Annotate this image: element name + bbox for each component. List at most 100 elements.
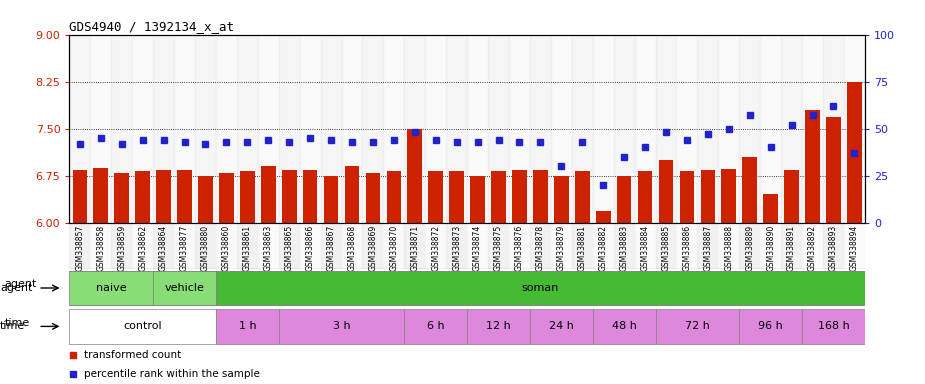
Text: GSM338891: GSM338891 xyxy=(787,225,796,271)
Bar xyxy=(132,223,154,269)
Bar xyxy=(680,170,695,223)
Text: GSM338878: GSM338878 xyxy=(536,225,545,271)
Bar xyxy=(554,176,569,223)
Text: GSM338871: GSM338871 xyxy=(411,225,419,271)
Text: GSM338880: GSM338880 xyxy=(201,225,210,271)
Bar xyxy=(383,35,404,223)
Bar xyxy=(802,309,865,344)
Bar xyxy=(637,171,652,223)
Bar xyxy=(697,35,719,223)
Text: GSM338873: GSM338873 xyxy=(452,225,462,271)
Bar xyxy=(115,172,129,223)
Bar xyxy=(69,223,91,269)
Bar xyxy=(446,35,467,223)
Text: GSM338861: GSM338861 xyxy=(243,225,252,271)
Bar xyxy=(300,35,321,223)
Bar xyxy=(404,223,426,269)
Text: 168 h: 168 h xyxy=(818,321,849,331)
Bar xyxy=(156,170,171,223)
Text: GSM338870: GSM338870 xyxy=(389,225,399,271)
Bar xyxy=(154,271,216,305)
Bar xyxy=(844,223,865,269)
Bar xyxy=(467,309,530,344)
Bar xyxy=(676,223,697,269)
Text: GSM338863: GSM338863 xyxy=(264,225,273,271)
Bar xyxy=(617,176,632,223)
Bar xyxy=(300,223,321,269)
Bar xyxy=(533,170,548,223)
Bar xyxy=(805,110,820,223)
Bar xyxy=(195,35,216,223)
Text: naive: naive xyxy=(96,283,127,293)
Bar xyxy=(198,176,213,223)
Text: GSM338888: GSM338888 xyxy=(724,225,734,271)
Text: GSM338885: GSM338885 xyxy=(661,225,671,271)
Bar xyxy=(719,35,739,223)
Bar xyxy=(91,223,111,269)
Text: 1 h: 1 h xyxy=(239,321,256,331)
Text: GSM338890: GSM338890 xyxy=(766,225,775,271)
Text: 24 h: 24 h xyxy=(549,321,574,331)
Bar xyxy=(174,223,195,269)
Bar xyxy=(450,170,464,223)
Bar xyxy=(195,223,216,269)
Text: GSM338860: GSM338860 xyxy=(222,225,231,271)
Bar xyxy=(216,35,237,223)
Text: GSM338892: GSM338892 xyxy=(808,225,817,271)
Bar xyxy=(739,223,760,269)
Bar xyxy=(258,223,278,269)
Bar xyxy=(237,35,258,223)
Bar xyxy=(572,223,593,269)
Bar xyxy=(91,35,111,223)
Text: GSM338881: GSM338881 xyxy=(578,225,586,271)
Bar xyxy=(596,212,611,223)
Bar xyxy=(635,35,656,223)
Text: percentile rank within the sample: percentile rank within the sample xyxy=(83,369,260,379)
Bar xyxy=(426,223,446,269)
Bar xyxy=(383,223,404,269)
Bar xyxy=(575,170,589,223)
Bar xyxy=(111,223,132,269)
Bar xyxy=(613,35,635,223)
Bar xyxy=(132,35,154,223)
Bar xyxy=(341,35,363,223)
Text: time: time xyxy=(5,318,30,328)
Bar xyxy=(593,223,613,269)
Text: GDS4940 / 1392134_x_at: GDS4940 / 1392134_x_at xyxy=(69,20,234,33)
Bar xyxy=(154,35,174,223)
Bar xyxy=(847,82,862,223)
Bar xyxy=(530,35,551,223)
Bar xyxy=(237,223,258,269)
Bar xyxy=(551,35,572,223)
Bar xyxy=(404,35,426,223)
Bar xyxy=(363,223,383,269)
Bar xyxy=(407,129,422,223)
Bar xyxy=(593,309,656,344)
Text: GSM338886: GSM338886 xyxy=(683,225,691,271)
Text: control: control xyxy=(123,321,162,331)
Bar xyxy=(278,223,300,269)
Bar xyxy=(613,223,635,269)
Text: GSM338866: GSM338866 xyxy=(305,225,314,271)
Text: 48 h: 48 h xyxy=(611,321,636,331)
Text: GSM338893: GSM338893 xyxy=(829,225,838,271)
Bar xyxy=(656,309,739,344)
Bar xyxy=(488,223,509,269)
Bar xyxy=(509,223,530,269)
Text: GSM338867: GSM338867 xyxy=(327,225,336,271)
Bar xyxy=(216,309,278,344)
Text: 72 h: 72 h xyxy=(685,321,709,331)
Text: GSM338869: GSM338869 xyxy=(368,225,377,271)
Text: 6 h: 6 h xyxy=(427,321,445,331)
Bar xyxy=(278,35,300,223)
Bar xyxy=(428,171,443,223)
Bar xyxy=(404,309,467,344)
Text: time: time xyxy=(0,321,25,331)
Bar xyxy=(324,176,339,223)
Bar xyxy=(743,157,757,223)
Bar xyxy=(321,35,341,223)
Bar xyxy=(178,170,191,223)
Bar xyxy=(739,309,802,344)
Bar xyxy=(781,223,802,269)
Bar xyxy=(470,176,485,223)
